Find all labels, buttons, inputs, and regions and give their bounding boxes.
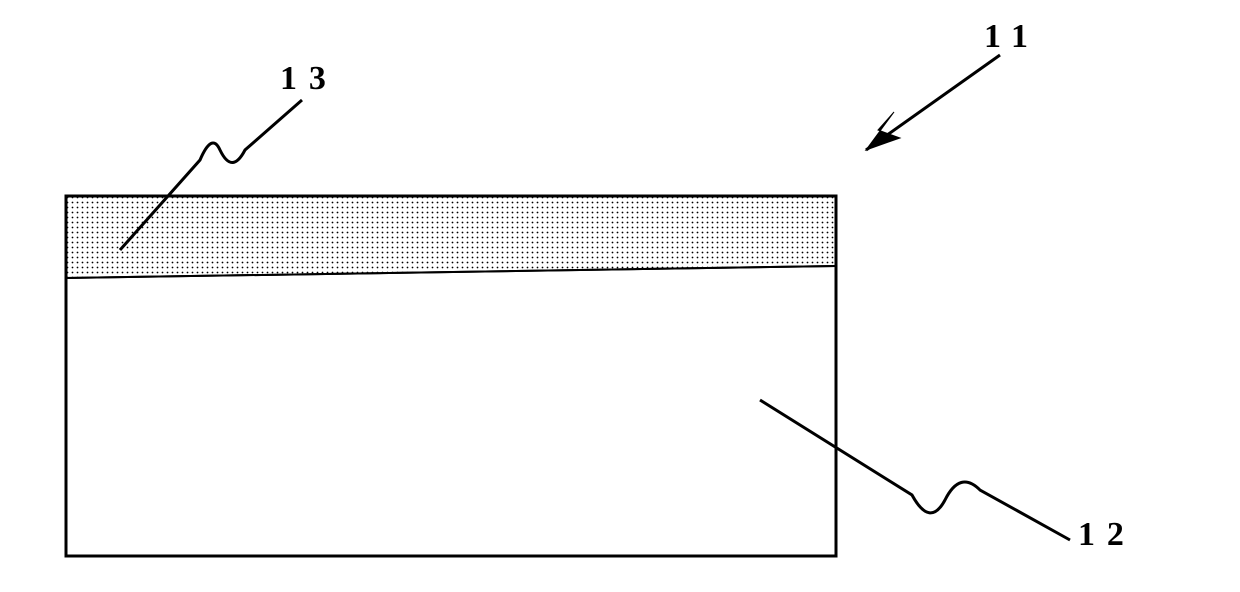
diagram-svg [0, 0, 1240, 587]
label-assembly: 11 [984, 18, 1040, 56]
coating-layer [66, 196, 836, 278]
label-substrate: 12 [1078, 516, 1136, 554]
diagram-stage: 11 12 13 [0, 0, 1240, 587]
leader-to-substrate [760, 400, 1070, 540]
label-coating: 13 [280, 60, 338, 98]
